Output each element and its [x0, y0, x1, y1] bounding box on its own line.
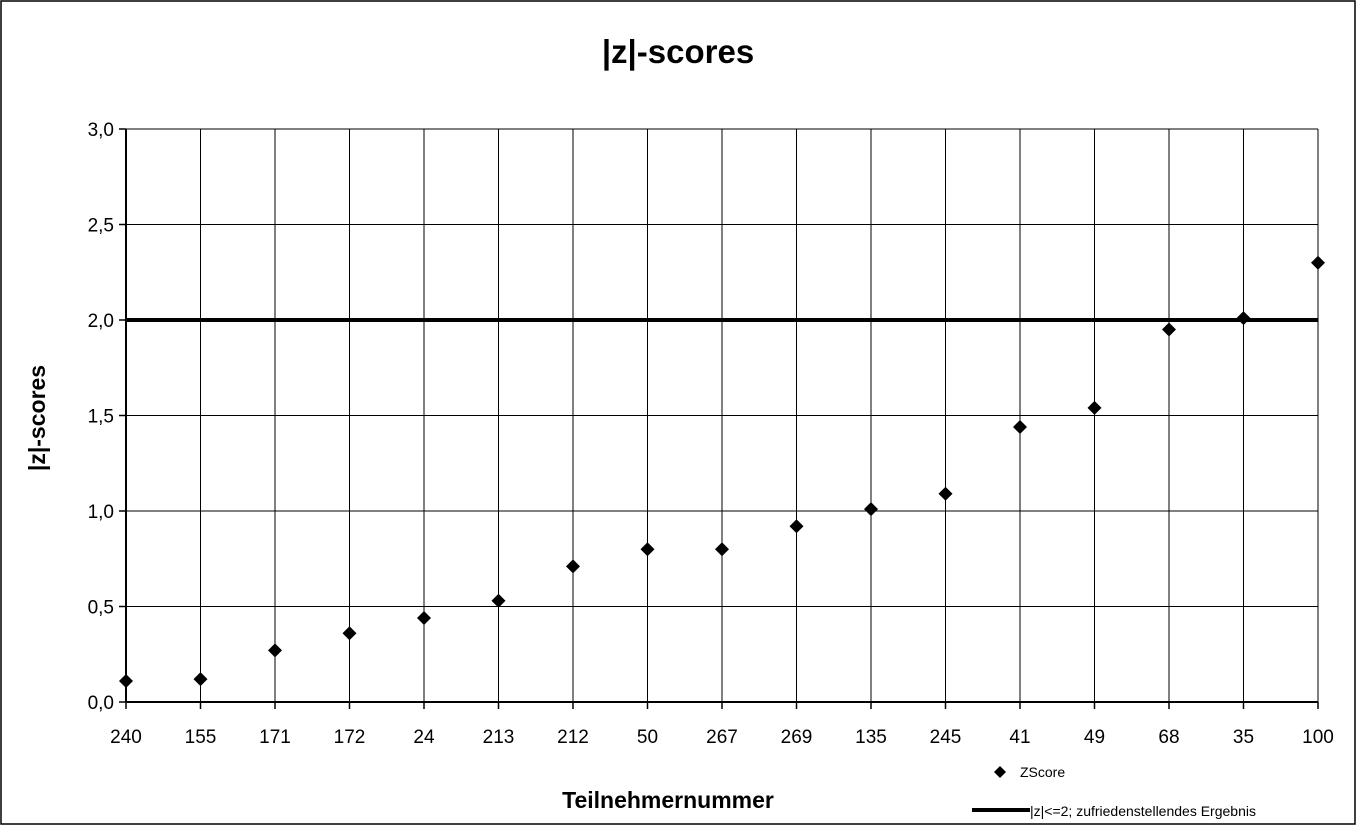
- y-tick-label: 2,0: [88, 311, 114, 332]
- y-tick-label: 1,5: [88, 407, 114, 428]
- x-tick-label: 50: [637, 727, 658, 748]
- data-point: [119, 673, 133, 688]
- data-point: [1087, 400, 1102, 415]
- data-points-layer: [119, 255, 1325, 688]
- x-tick-label: 24: [413, 727, 435, 748]
- x-axis-title: Teilnehmernummer: [562, 787, 774, 813]
- data-point: [715, 542, 729, 557]
- x-tick-label: 213: [483, 727, 515, 748]
- x-tick-label: 245: [930, 727, 962, 748]
- y-axis-title: |z|-scores: [24, 365, 50, 471]
- data-point: [1311, 255, 1325, 270]
- data-point: [864, 502, 878, 517]
- legend-label-reference: |z|<=2; zufriedenstellendes Ergebnis: [1030, 803, 1256, 819]
- data-point: [640, 542, 655, 557]
- data-point: [938, 486, 953, 501]
- y-tick-label: 0,5: [88, 598, 114, 619]
- y-tick-label: 2,5: [88, 216, 114, 237]
- legend-label-zscore: ZScore: [1020, 764, 1065, 780]
- data-point: [268, 643, 282, 658]
- tick-labels-layer: 0,0 0,5 1,0 1,5 2,0 2,5 3,0 240 155 171 172 24 213 21…: [88, 120, 1334, 748]
- data-point: [1013, 419, 1027, 434]
- legend: ZScore |z|<=2; zufriedenstellendes Ergeb…: [972, 764, 1256, 819]
- y-tick-label: 1,0: [88, 502, 114, 523]
- chart-title: |z|-scores: [602, 33, 754, 70]
- x-tick-label: 68: [1158, 727, 1179, 748]
- data-point: [417, 610, 431, 625]
- x-tick-label: 41: [1009, 727, 1030, 748]
- x-tick-label: 212: [557, 727, 589, 748]
- x-tick-label: 240: [110, 727, 142, 748]
- data-point: [342, 626, 357, 641]
- x-tick-label: 135: [855, 727, 887, 748]
- y-tick-label: 0,0: [88, 693, 114, 714]
- data-point: [1236, 311, 1251, 326]
- y-tick-label: 3,0: [88, 120, 114, 141]
- axes-layer: [119, 128, 1319, 709]
- data-point: [193, 672, 208, 687]
- data-point: [491, 593, 506, 608]
- data-point: [1162, 322, 1176, 337]
- data-point: [789, 519, 804, 534]
- data-point: [566, 559, 580, 574]
- x-tick-label: 35: [1233, 727, 1254, 748]
- grid-layer: [125, 128, 1319, 703]
- x-tick-label: 49: [1084, 727, 1105, 748]
- x-tick-label: 267: [706, 727, 738, 748]
- legend-marker-zscore: [994, 766, 1006, 778]
- x-tick-label: 171: [259, 727, 291, 748]
- x-tick-label: 100: [1302, 727, 1334, 748]
- x-tick-label: 269: [781, 727, 813, 748]
- x-tick-label: 172: [334, 727, 366, 748]
- x-tick-label: 155: [185, 727, 217, 748]
